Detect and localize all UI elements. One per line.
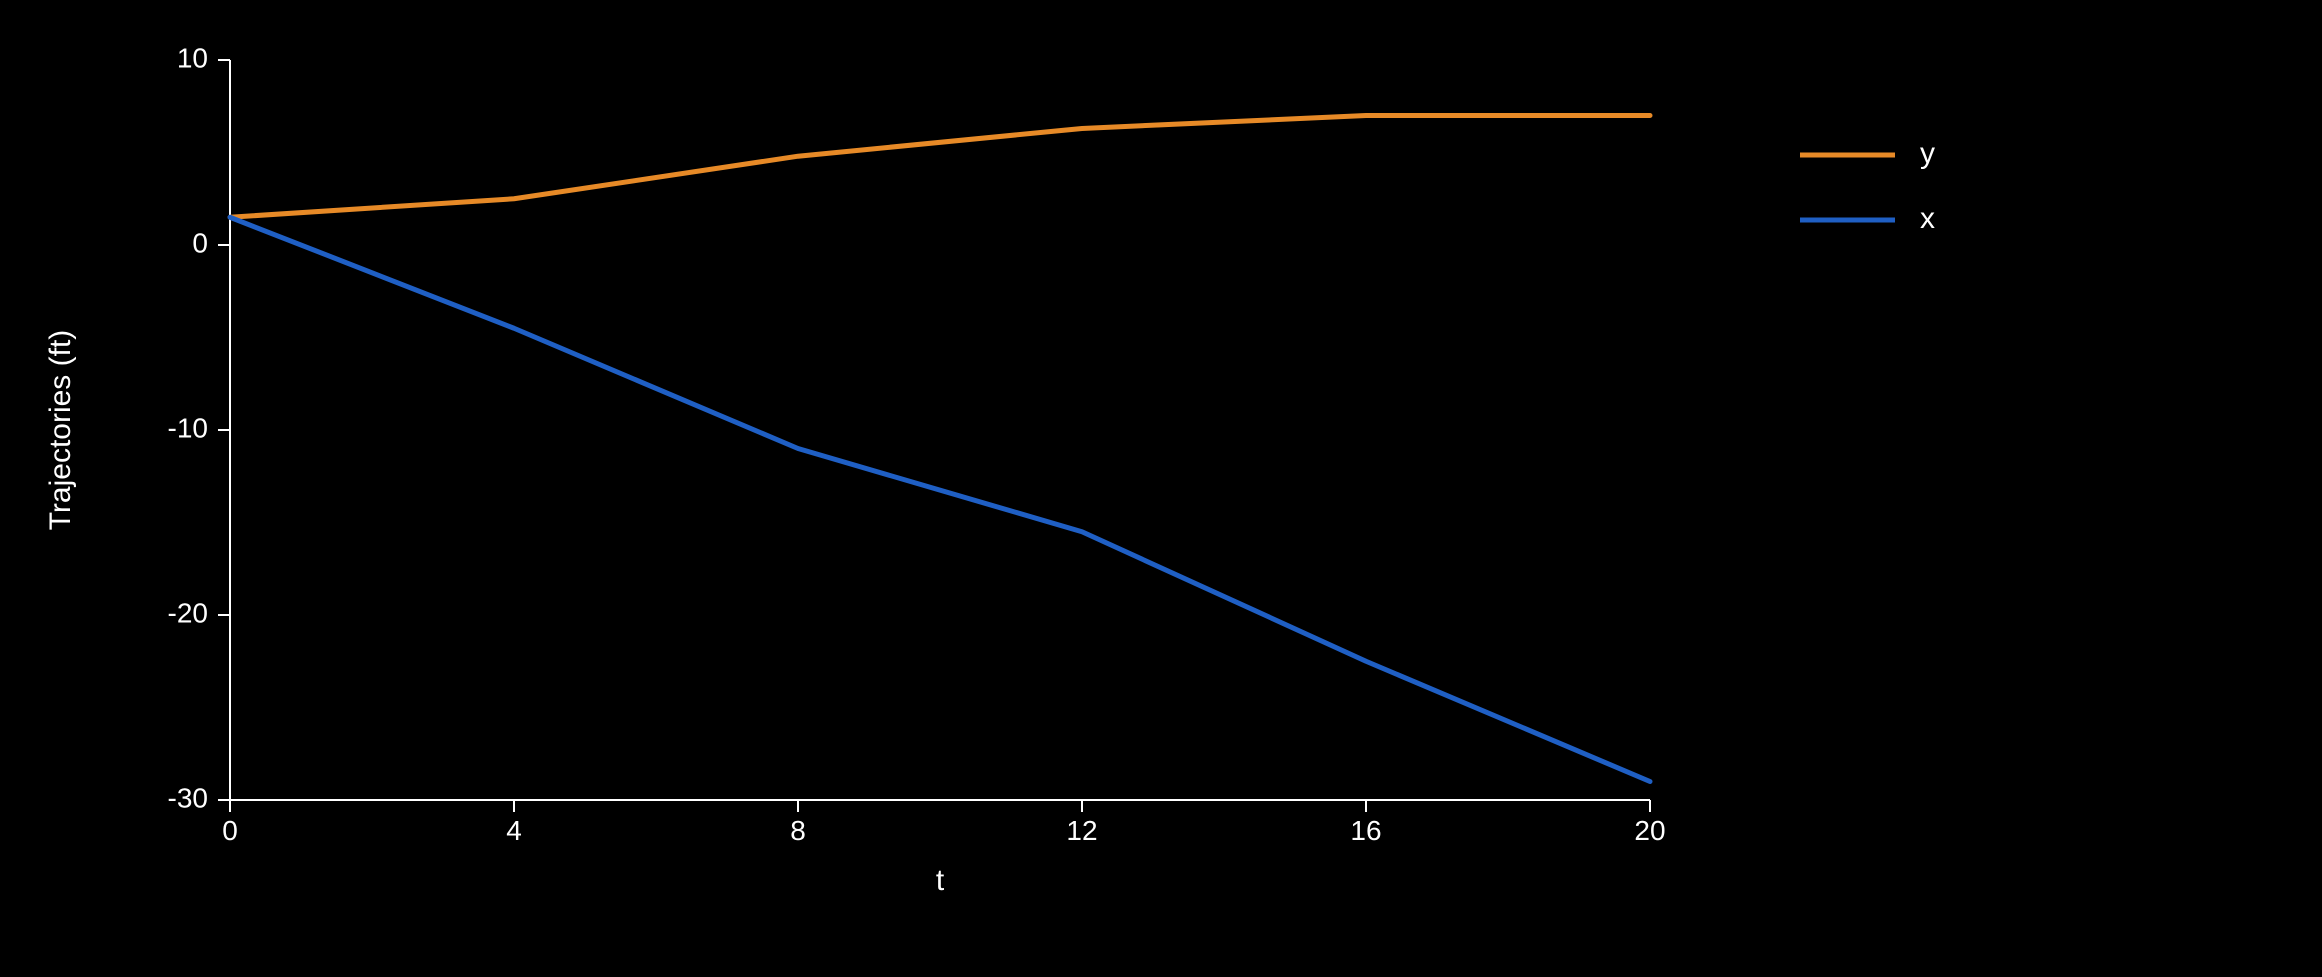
x-tick-label: 0 bbox=[222, 815, 238, 846]
y-tick-label: -30 bbox=[168, 782, 208, 813]
line-chart: -30 -20 -10 0 10 0 4 8 12 16 20 Trajectories (ft) t y… bbox=[0, 0, 2322, 977]
series-line-y bbox=[230, 116, 1650, 218]
x-tick-label: 20 bbox=[1634, 815, 1665, 846]
y-axis-title: Trajectories (ft) bbox=[44, 330, 77, 531]
x-tick-label: 8 bbox=[790, 815, 806, 846]
series-line-x bbox=[230, 217, 1650, 781]
x-axis-title: t bbox=[936, 864, 945, 897]
legend-label-x: x bbox=[1920, 202, 1935, 235]
y-tick-label: 0 bbox=[192, 227, 208, 258]
y-tick-label: -20 bbox=[168, 597, 208, 628]
x-tick-label: 12 bbox=[1066, 815, 1097, 846]
chart-svg: -30 -20 -10 0 10 0 4 8 12 16 20 Trajectories (ft) t y… bbox=[0, 0, 2322, 977]
x-tick-label: 16 bbox=[1350, 815, 1381, 846]
legend-label-y: y bbox=[1920, 137, 1935, 170]
y-tick-label: 10 bbox=[177, 42, 208, 73]
y-tick-label: -10 bbox=[168, 412, 208, 443]
x-tick-label: 4 bbox=[506, 815, 522, 846]
